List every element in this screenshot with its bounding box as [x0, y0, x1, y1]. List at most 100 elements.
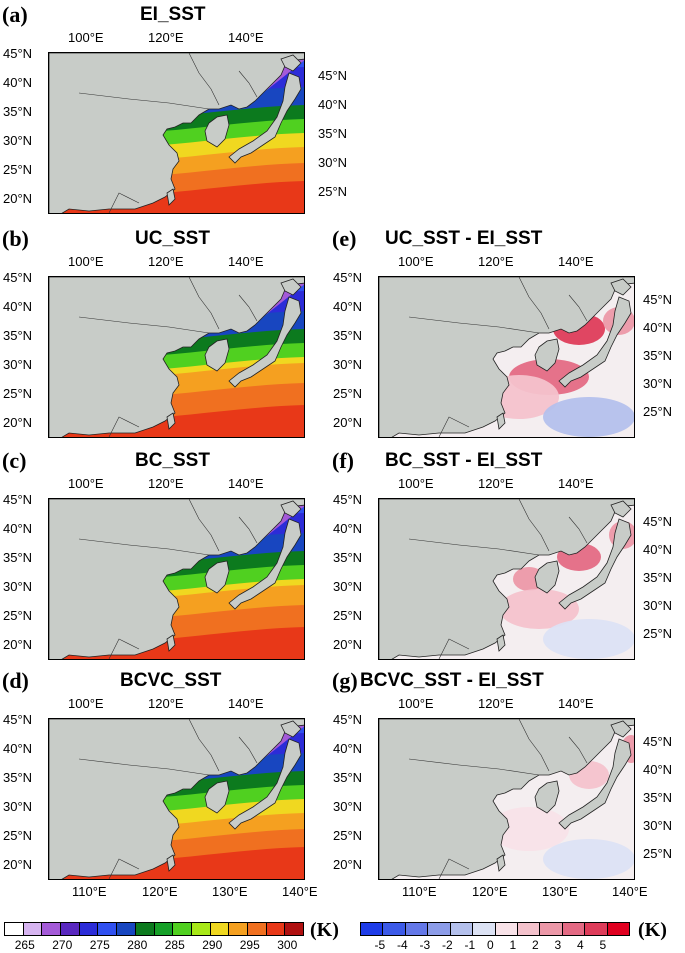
colorbar-swatch — [607, 923, 630, 935]
colorbar-tick-label: 300 — [277, 938, 298, 952]
lon-label-top-e: 140°E — [558, 254, 594, 269]
anomaly-region — [543, 397, 634, 437]
lon-label-bottom-g: 110°E — [402, 884, 437, 899]
taiwan-island — [166, 634, 176, 652]
lat-label-right-e: 35°N — [643, 348, 673, 363]
panel-title-e: UC_SST - EI_SST — [385, 228, 543, 249]
mainland-landmass — [49, 277, 304, 437]
lat-label-a: 25°N — [3, 162, 33, 177]
lat-label-right-g: 35°N — [643, 790, 673, 805]
lat-label-f: 20°N — [333, 637, 363, 652]
sst-colorbar-unit: (K) — [310, 919, 339, 941]
lat-label-e: 45°N — [333, 270, 363, 285]
korea-peninsula — [204, 114, 230, 148]
country-border — [408, 758, 540, 776]
map-panel-g — [378, 718, 635, 880]
colorbar-swatch — [285, 923, 303, 935]
lat-label-d: 25°N — [3, 828, 33, 843]
colorbar-swatch — [210, 923, 230, 935]
map-panel-e — [378, 276, 635, 438]
lon-label-top-d: 140°E — [228, 696, 264, 711]
lat-label-right-g: 30°N — [643, 818, 673, 833]
lat-label-c: 20°N — [3, 637, 33, 652]
japan-islands — [558, 500, 632, 610]
colorbar-tick-label: 265 — [14, 938, 35, 952]
korea-peninsula — [534, 560, 560, 594]
panel-title-g: BCVC_SST - EI_SST — [360, 670, 544, 691]
lon-label-bottom-d: 140°E — [282, 884, 318, 899]
colorbar-swatch — [517, 923, 541, 935]
panel-label-c: (c) — [2, 448, 27, 473]
colorbar-tick-label: 4 — [577, 938, 584, 952]
country-border — [188, 53, 220, 106]
lon-label-top-g: 120°E — [478, 696, 514, 711]
colorbar-swatch — [173, 923, 192, 935]
colorbar-swatch — [42, 923, 62, 935]
panel-label-g: (g) — [332, 668, 358, 693]
diff-colorbar — [360, 922, 630, 936]
lat-label-right-g: 40°N — [643, 762, 673, 777]
colorbar-swatch — [428, 923, 451, 935]
colorbar-swatch — [495, 923, 518, 935]
lon-label-top-c: 120°E — [148, 476, 184, 491]
country-border — [188, 277, 220, 330]
colorbar-tick-label: 1 — [509, 938, 517, 952]
mainland-landmass — [379, 277, 634, 437]
lat-label-g: 35°N — [333, 770, 363, 785]
lat-label-right-e: 45°N — [643, 292, 673, 307]
panel-title-f: BC_SST - EI_SST — [385, 450, 543, 471]
taiwan-island — [166, 188, 176, 206]
lat-label-g: 45°N — [333, 712, 363, 727]
panel-title-c: BC_SST — [135, 450, 210, 471]
lat-label-b: 25°N — [3, 386, 33, 401]
lat-label-g: 40°N — [333, 741, 363, 756]
country-border — [238, 294, 258, 322]
lat-label-right-f: 40°N — [643, 542, 673, 557]
mainland-landmass — [379, 719, 634, 879]
lat-label-right-f: 25°N — [643, 626, 673, 641]
lat-label-e: 30°N — [333, 357, 363, 372]
anomaly-region — [489, 807, 569, 851]
mainland-landmass — [49, 719, 304, 879]
lon-label-bottom-g: 140°E — [612, 884, 648, 899]
colorbar-swatch — [247, 923, 267, 935]
colorbar-swatch — [5, 923, 24, 935]
lat-label-d: 35°N — [3, 770, 33, 785]
colorbar-tick-label: 2 — [532, 938, 539, 952]
lat-label-b: 20°N — [3, 415, 33, 430]
country-border — [408, 316, 540, 334]
lat-label-right-e: 25°N — [643, 404, 673, 419]
colorbar-tick-label: 0 — [487, 938, 494, 952]
japan-islands — [228, 54, 302, 164]
colorbar-tick-label: 275 — [89, 938, 110, 952]
korea-peninsula — [534, 338, 560, 372]
lat-label-right-f: 30°N — [643, 598, 673, 613]
panel-title-b: UC_SST — [135, 228, 210, 249]
colorbar-tick-label: 5 — [599, 938, 607, 952]
lat-label-right-a: 45°N — [318, 68, 348, 83]
colorbar-swatch — [405, 923, 429, 935]
lat-label-a: 45°N — [3, 46, 33, 61]
country-border — [568, 294, 588, 322]
korea-peninsula — [204, 560, 230, 594]
lat-label-b: 45°N — [3, 270, 33, 285]
mainland-landmass — [49, 53, 304, 213]
colorbar-tick-label: -2 — [442, 938, 453, 952]
lat-label-f: 45°N — [333, 492, 363, 507]
lat-label-right-e: 30°N — [643, 376, 673, 391]
taiwan-island — [166, 412, 176, 430]
country-border — [78, 538, 210, 556]
lon-label-top-d: 120°E — [148, 696, 184, 711]
colorbar-swatch — [473, 923, 496, 935]
colorbar-swatch — [383, 923, 406, 935]
lon-label-top-g: 140°E — [558, 696, 594, 711]
lon-label-top-b: 100°E — [68, 254, 104, 269]
country-border — [438, 858, 470, 879]
lon-label-bottom-g: 120°E — [472, 884, 508, 899]
country-border — [408, 538, 540, 556]
lat-label-d: 45°N — [3, 712, 33, 727]
lat-label-a: 20°N — [3, 191, 33, 206]
panel-label-a: (a) — [2, 2, 28, 27]
panel-label-e: (e) — [332, 226, 357, 251]
korea-peninsula — [204, 338, 230, 372]
